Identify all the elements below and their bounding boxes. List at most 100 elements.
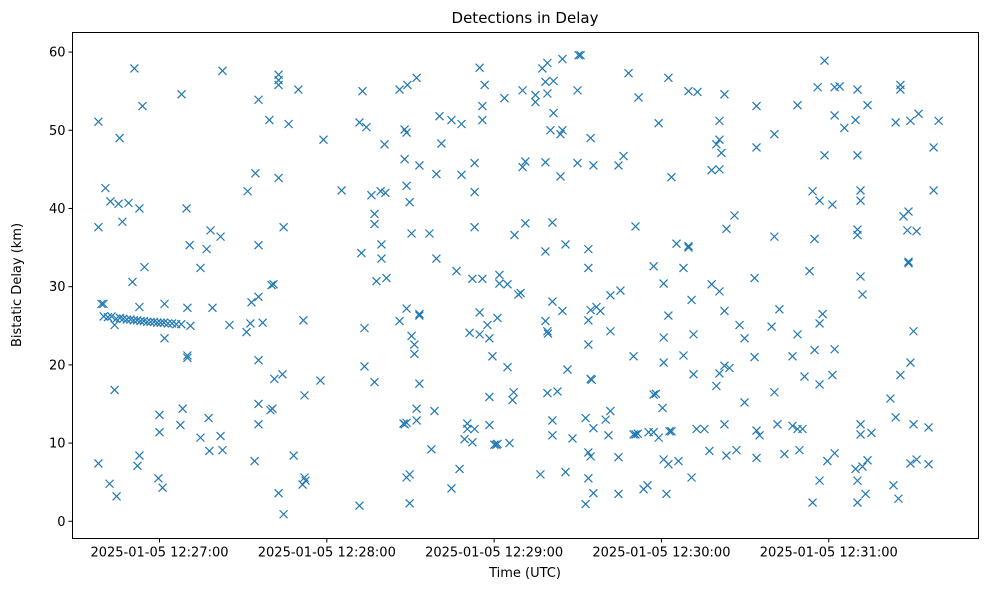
data-point (720, 306, 729, 316)
data-point (549, 108, 558, 118)
data-point (430, 406, 439, 416)
data-point (377, 254, 386, 263)
data-point (735, 320, 744, 330)
data-point (853, 498, 862, 507)
data-point (810, 345, 819, 355)
x-axis-label: Time (UTC) (488, 566, 561, 581)
data-point (895, 80, 905, 90)
data-point (477, 101, 487, 111)
data-point (659, 358, 669, 367)
data-point (395, 85, 405, 95)
data-point (115, 313, 125, 323)
data-point (689, 369, 698, 379)
data-point (370, 209, 379, 219)
data-point (672, 239, 681, 249)
data-point (367, 190, 376, 200)
data-point (358, 86, 367, 96)
data-point (509, 387, 519, 397)
data-point (667, 426, 676, 436)
data-point (475, 63, 485, 73)
data-point (605, 406, 615, 416)
data-point (853, 476, 862, 486)
data-point (912, 226, 922, 236)
data-point (583, 340, 593, 349)
data-point (541, 157, 550, 167)
data-point (475, 329, 485, 339)
data-point (480, 80, 490, 90)
data-point (135, 302, 144, 312)
data-point (614, 489, 623, 499)
data-point (460, 434, 469, 444)
data-point (99, 299, 108, 309)
data-point (337, 186, 347, 195)
data-point (774, 304, 784, 314)
data-point (795, 445, 804, 455)
data-point (402, 181, 411, 191)
data-point (909, 326, 918, 336)
data-point (225, 320, 234, 330)
y-tick-label: 10 (49, 437, 66, 452)
data-point (769, 129, 779, 139)
data-point (254, 95, 263, 105)
chart-title: Detections in Delay (452, 9, 599, 27)
data-point (254, 292, 263, 302)
data-point (242, 327, 251, 337)
x-tick-label: 2025-01-05 12:27:00 (90, 546, 228, 561)
x-tick-label: 2025-01-05 12:29:00 (425, 546, 563, 561)
data-point (588, 161, 598, 170)
data-point (175, 420, 185, 430)
data-point (489, 440, 499, 450)
data-point (518, 162, 527, 172)
data-point (542, 388, 552, 398)
data-point (155, 410, 164, 420)
data-point (135, 204, 144, 213)
data-point (254, 419, 263, 429)
data-point (142, 317, 152, 327)
data-point (412, 73, 422, 83)
data-point (247, 297, 256, 307)
data-point (721, 451, 731, 461)
data-point (924, 423, 934, 432)
data-point (692, 87, 702, 97)
data-point (904, 207, 913, 217)
data-point (707, 165, 717, 175)
data-point (115, 133, 125, 143)
data-point (114, 199, 123, 209)
data-point (437, 139, 446, 148)
data-point (452, 266, 461, 276)
data-point (111, 314, 121, 324)
data-point (830, 110, 840, 120)
data-point (447, 115, 456, 125)
data-point (788, 421, 797, 431)
data-point (755, 430, 765, 440)
data-point (542, 326, 552, 336)
data-point (407, 229, 417, 238)
data-point (360, 362, 369, 371)
data-point (820, 56, 829, 66)
data-point (206, 225, 215, 235)
data-point (467, 437, 477, 447)
data-point (815, 319, 824, 328)
data-point (535, 469, 545, 479)
data-point (140, 262, 149, 272)
data-point (372, 276, 381, 286)
data-point (924, 459, 934, 469)
data-point (505, 438, 514, 448)
data-point (274, 173, 283, 183)
data-point (587, 375, 597, 385)
data-point (752, 101, 761, 111)
data-point (667, 172, 676, 182)
data-point (530, 90, 540, 100)
data-point (400, 154, 410, 164)
data-point (152, 318, 162, 328)
data-point (245, 319, 255, 328)
data-point (725, 363, 734, 373)
data-point (934, 116, 944, 126)
data-point (573, 158, 582, 168)
data-point (182, 353, 192, 363)
data-point (361, 122, 371, 132)
data-point (858, 462, 867, 471)
data-point (546, 125, 555, 135)
data-point (319, 135, 328, 145)
data-point (659, 279, 669, 288)
